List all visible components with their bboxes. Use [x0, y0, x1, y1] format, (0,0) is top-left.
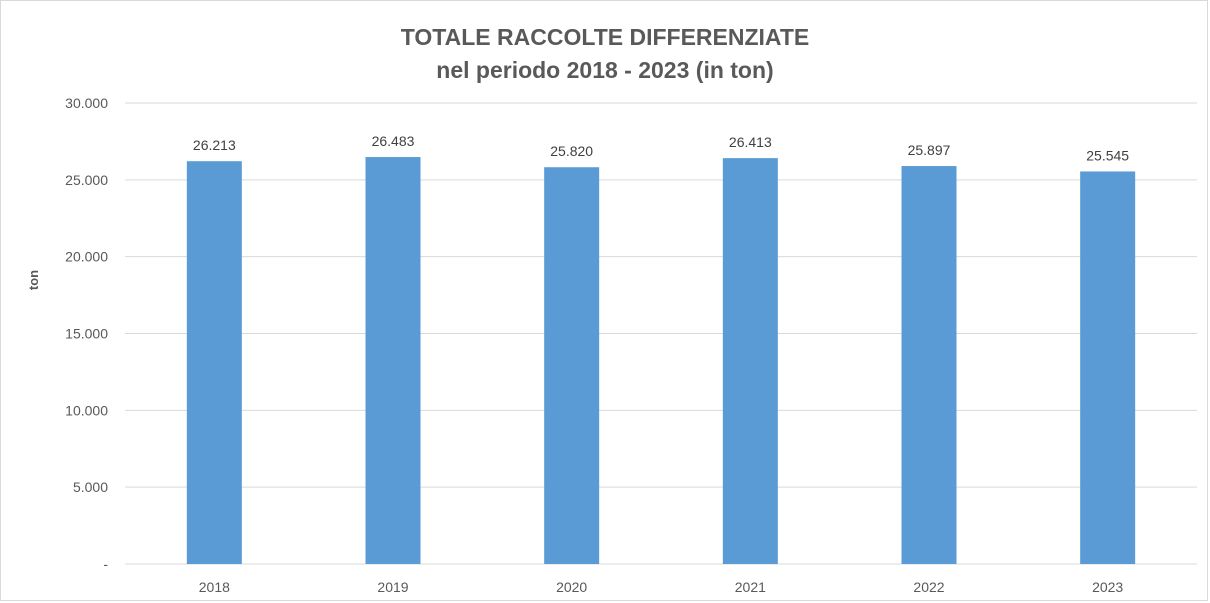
y-tick-label: 5.000: [73, 479, 108, 495]
x-tick-label: 2020: [556, 579, 587, 595]
bar: [544, 167, 600, 564]
bar: [365, 157, 421, 565]
data-label: 26.213: [193, 137, 236, 153]
y-tick-label: 30.000: [65, 95, 108, 111]
y-tick-label: 25.000: [65, 172, 108, 188]
data-label: 26.483: [372, 133, 415, 149]
bar: [901, 166, 957, 564]
x-tick-label: 2021: [735, 579, 766, 595]
x-tick-label: 2023: [1092, 579, 1123, 595]
x-tick-label: 2019: [377, 579, 408, 595]
y-tick-label: 10.000: [65, 402, 108, 418]
data-label: 26.413: [729, 134, 772, 150]
data-label: 25.897: [908, 142, 951, 158]
bar: [722, 158, 778, 564]
data-label: 25.820: [550, 143, 593, 159]
x-tick-label: 2018: [199, 579, 230, 595]
bar: [1080, 171, 1136, 564]
data-label: 25.545: [1086, 147, 1129, 163]
y-tick-label: 20.000: [65, 249, 108, 265]
x-tick-label: 2022: [913, 579, 944, 595]
bar: [186, 161, 242, 564]
chart-title: TOTALE RACCOLTE DIFFERENZIATE: [400, 24, 810, 50]
y-tick-label: -: [103, 556, 108, 572]
y-tick-label: 15.000: [65, 326, 108, 342]
chart-subtitle: nel periodo 2018 - 2023 (in ton): [436, 57, 774, 83]
